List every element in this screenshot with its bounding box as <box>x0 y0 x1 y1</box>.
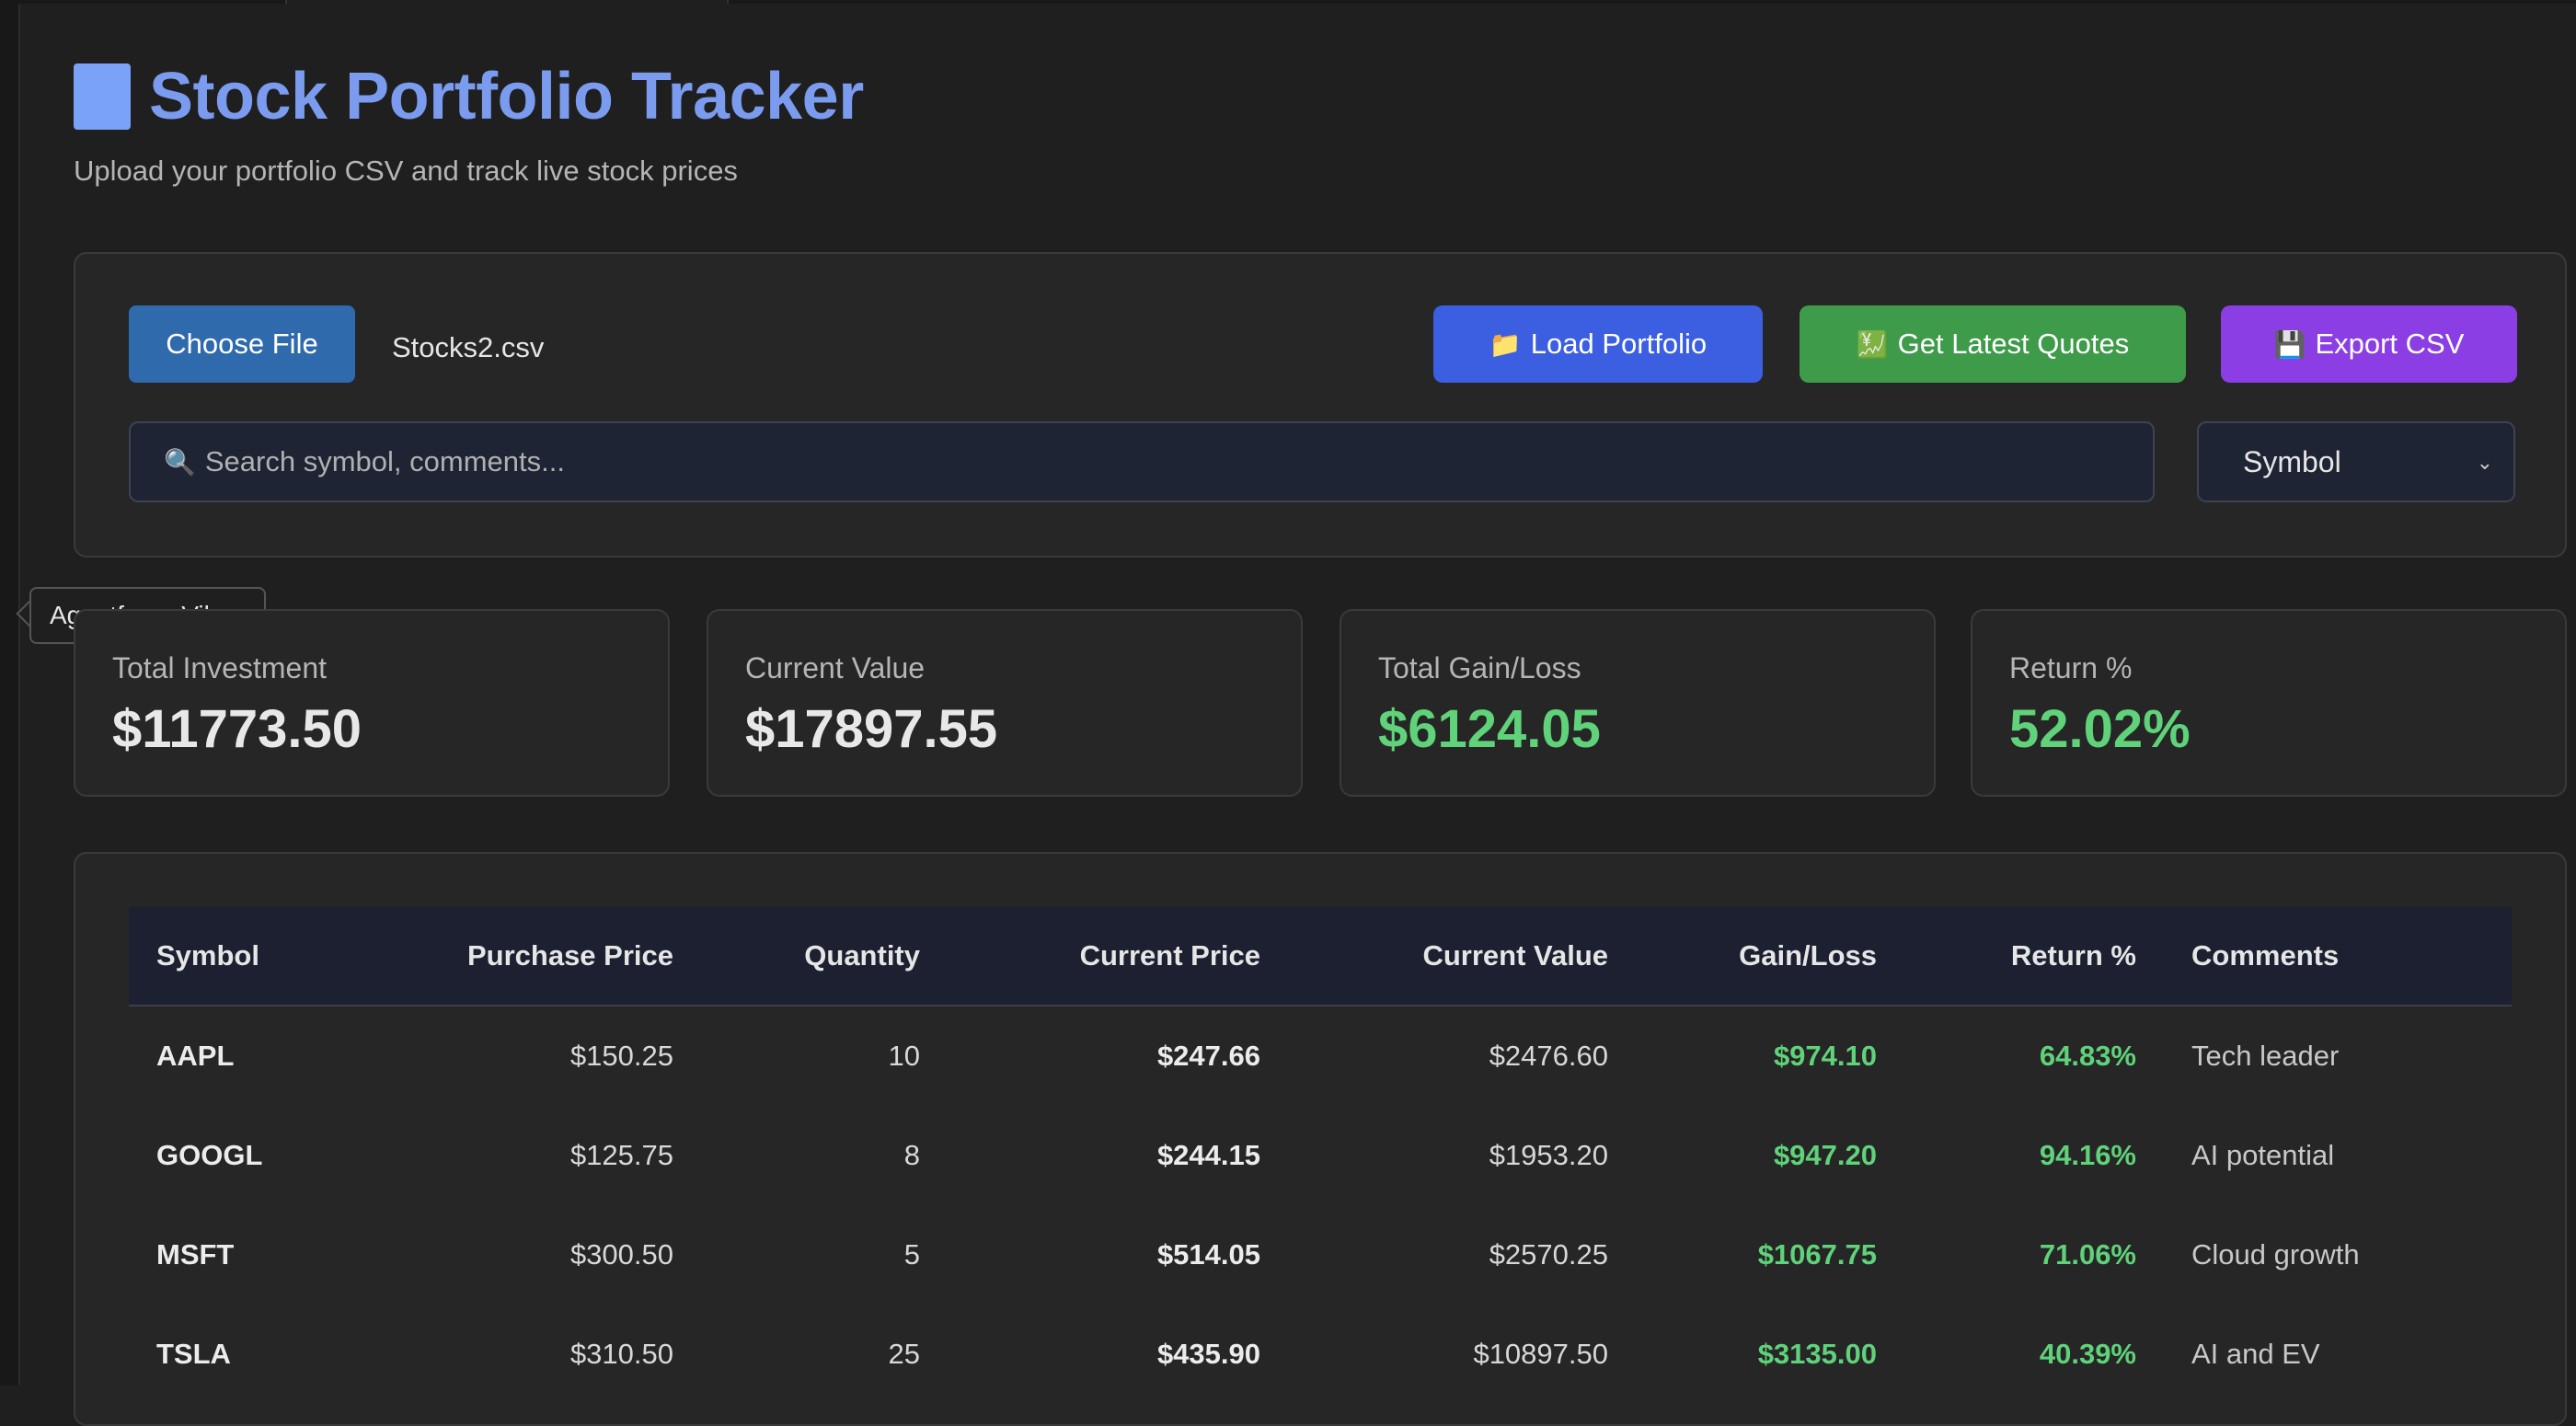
header: Stock Portfolio Tracker Upload your port… <box>74 59 864 188</box>
column-header-comments[interactable]: Comments <box>2164 907 2512 1006</box>
cell-return-percent: 71.06% <box>2039 1238 2136 1271</box>
get-latest-quotes-button[interactable]: 💹 Get Latest Quotes <box>1800 305 2186 383</box>
folder-icon: 📁 <box>1489 329 1522 359</box>
cell-current-value: $1953.20 <box>1489 1139 1608 1171</box>
selected-file-name: Stocks2.csv <box>392 331 545 363</box>
search-input[interactable] <box>202 444 2047 479</box>
cell-current-price: $514.05 <box>1156 1238 1260 1271</box>
cell-quantity: 25 <box>888 1338 920 1370</box>
floppy-disk-icon: 💾 <box>2273 329 2306 359</box>
sort-select[interactable]: Symbol ⌄ <box>2197 421 2515 502</box>
stat-value: $17897.55 <box>745 699 998 759</box>
cell-purchase-price: $300.50 <box>569 1238 673 1271</box>
export-csv-button[interactable]: 💾 Export CSV <box>2221 305 2517 383</box>
cell-return-percent: 64.83% <box>2039 1040 2136 1072</box>
table-header-row: Symbol Purchase Price Quantity Current P… <box>129 907 2512 1006</box>
column-header-return-percent[interactable]: Return % <box>1904 907 2164 1006</box>
cell-current-value: $2570.25 <box>1489 1238 1608 1271</box>
left-rail <box>0 0 20 1386</box>
cell-purchase-price: $310.50 <box>569 1338 673 1370</box>
cell-symbol: GOOGL <box>156 1139 263 1171</box>
money-icon: 💹 <box>1856 329 1889 359</box>
cell-gain-loss: $974.10 <box>1773 1040 1877 1072</box>
load-portfolio-button[interactable]: 📁 Load Portfolio <box>1433 305 1763 383</box>
cell-current-value: $2476.60 <box>1489 1040 1608 1072</box>
cell-comments: AI and EV <box>2191 1338 2320 1370</box>
cell-quantity: 10 <box>888 1040 920 1072</box>
stat-total-gain-loss: Total Gain/Loss $6124.05 <box>1340 609 1936 797</box>
cell-comments: Cloud growth <box>2191 1238 2360 1271</box>
top-strip <box>18 0 2576 4</box>
chart-icon <box>74 63 131 130</box>
stat-label: Total Investment <box>112 651 327 684</box>
cell-return-percent: 40.39% <box>2039 1338 2136 1370</box>
sort-select-value: Symbol <box>2243 444 2341 478</box>
search-box[interactable]: 🔍 <box>129 421 2155 502</box>
cell-current-value: $10897.50 <box>1473 1338 1608 1370</box>
stat-value: $11773.50 <box>112 699 362 759</box>
cell-symbol: AAPL <box>156 1040 235 1072</box>
stat-current-value: Current Value $17897.55 <box>707 609 1303 797</box>
export-csv-label: Export CSV <box>2315 328 2465 360</box>
column-header-quantity[interactable]: Quantity <box>701 907 948 1006</box>
page-title: Stock Portfolio Tracker <box>74 59 864 134</box>
cell-symbol: TSLA <box>156 1338 231 1370</box>
stat-label: Total Gain/Loss <box>1378 651 1581 684</box>
get-latest-quotes-label: Get Latest Quotes <box>1897 328 2130 360</box>
portfolio-table: Symbol Purchase Price Quantity Current P… <box>129 907 2512 1404</box>
load-portfolio-label: Load Portfolio <box>1530 328 1708 360</box>
column-header-purchase-price[interactable]: Purchase Price <box>361 907 701 1006</box>
cell-gain-loss: $947.20 <box>1773 1139 1877 1171</box>
portfolio-table-panel: Symbol Purchase Price Quantity Current P… <box>74 852 2567 1426</box>
cell-current-price: $435.90 <box>1156 1338 1260 1370</box>
table-row[interactable]: MSFT $300.50 5 $514.05 $2570.25 $1067.75… <box>129 1205 2512 1305</box>
cell-current-price: $247.66 <box>1156 1040 1260 1072</box>
cell-return-percent: 94.16% <box>2039 1139 2136 1171</box>
page-title-text: Stock Portfolio Tracker <box>149 60 864 133</box>
controls-panel: Choose File Stocks2.csv 📁 Load Portfolio… <box>74 252 2567 558</box>
cell-comments: AI potential <box>2191 1139 2335 1171</box>
cell-gain-loss: $3135.00 <box>1757 1338 1877 1370</box>
stat-value: $6124.05 <box>1378 699 1601 759</box>
table-row[interactable]: TSLA $310.50 25 $435.90 $10897.50 $3135.… <box>129 1305 2512 1404</box>
stat-total-investment: Total Investment $11773.50 <box>74 609 670 797</box>
choose-file-button[interactable]: Choose File <box>129 305 355 383</box>
column-header-symbol[interactable]: Symbol <box>129 907 361 1006</box>
stat-return-percent: Return % 52.02% <box>1971 609 2567 797</box>
cell-quantity: 8 <box>903 1139 920 1171</box>
cell-current-price: $244.15 <box>1156 1139 1260 1171</box>
chevron-down-icon: ⌄ <box>2476 451 2493 474</box>
stat-label: Return % <box>2009 651 2133 684</box>
cell-gain-loss: $1067.75 <box>1757 1238 1877 1271</box>
magnifier-icon: 🔍 <box>164 447 196 477</box>
page-subtitle: Upload your portfolio CSV and track live… <box>74 155 738 187</box>
cell-comments: Tech leader <box>2191 1040 2340 1072</box>
column-header-current-price[interactable]: Current Price <box>948 907 1288 1006</box>
cell-quantity: 5 <box>903 1238 920 1271</box>
cell-purchase-price: $150.25 <box>569 1040 673 1072</box>
stat-label: Current Value <box>745 651 926 684</box>
stat-value: 52.02% <box>2009 699 2191 759</box>
cell-purchase-price: $125.75 <box>569 1139 673 1171</box>
table-row[interactable]: AAPL $150.25 10 $247.66 $2476.60 $974.10… <box>129 1006 2512 1106</box>
column-header-current-value[interactable]: Current Value <box>1288 907 1636 1006</box>
active-tab[interactable] <box>285 0 729 4</box>
column-header-gain-loss[interactable]: Gain/Loss <box>1636 907 1904 1006</box>
table-row[interactable]: GOOGL $125.75 8 $244.15 $1953.20 $947.20… <box>129 1106 2512 1205</box>
cell-symbol: MSFT <box>156 1238 235 1271</box>
choose-file-label: Choose File <box>166 328 318 360</box>
